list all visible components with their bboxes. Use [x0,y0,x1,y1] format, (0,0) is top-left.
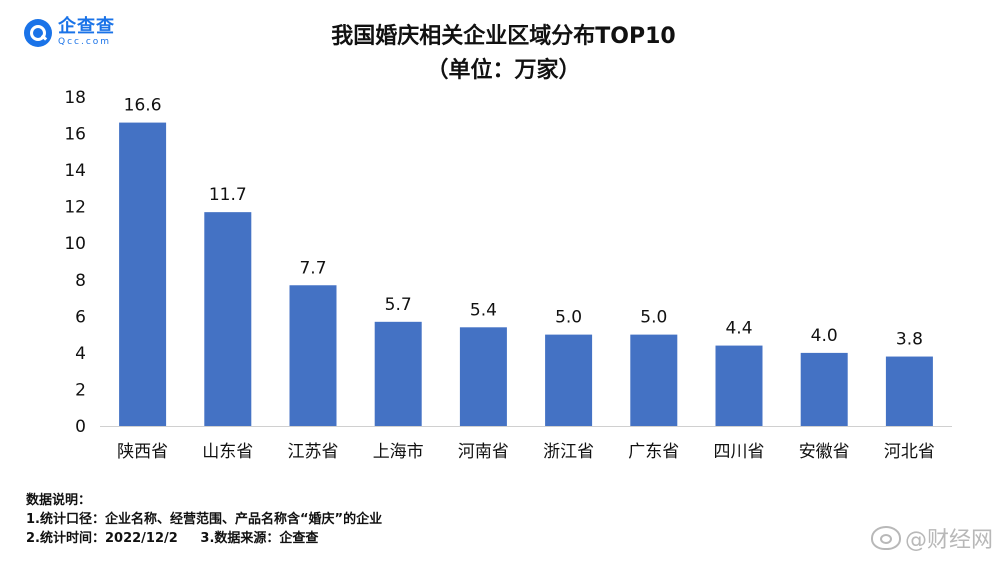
data-label: 5.0 [640,308,667,328]
bar [800,352,848,426]
bar [630,334,678,426]
chart-subtitle: （单位：万家） [426,58,581,83]
magnifier-logo-icon [24,18,52,47]
x-tick-label: 安徽省 [799,442,850,462]
bar [459,327,507,426]
weibo-icon [870,526,901,550]
y-tick-label: 8 [75,271,86,291]
bar [885,356,933,426]
bar [289,285,337,426]
bar [374,321,422,426]
watermark-text: @财经网 [904,528,993,553]
x-tick-label: 河北省 [884,442,935,462]
y-tick-label: 10 [64,234,86,254]
x-tick-label: 山东省 [202,442,253,462]
notes-line-2: 2.统计时间：2022/12/2 3.数据来源：企查查 [26,531,319,546]
y-tick-label: 18 [64,88,86,108]
logo-name: 企查查 [58,16,115,37]
watermark: @财经网 [870,522,993,554]
x-tick-label: 浙江省 [543,442,594,462]
bar [119,122,167,426]
x-tick-label: 上海市 [373,442,424,462]
x-tick-label: 四川省 [714,442,765,462]
data-label: 5.7 [385,295,412,315]
y-tick-label: 4 [75,344,86,364]
x-tick-label: 广东省 [628,442,679,462]
y-tick-label: 2 [75,380,86,400]
bar [715,345,763,426]
data-label: 5.4 [470,300,497,320]
data-label: 4.4 [725,319,752,339]
y-tick-label: 0 [75,417,86,437]
x-tick-label: 江苏省 [288,442,339,462]
data-label: 7.7 [299,258,326,278]
x-tick-label: 陕西省 [117,442,168,462]
bar [204,212,252,426]
x-tick-label: 河南省 [458,442,509,462]
data-label: 5.0 [555,308,582,328]
data-label: 16.6 [124,96,162,116]
data-label: 3.8 [896,330,923,350]
notes-line-1: 1.统计口径：企业名称、经营范围、产品名称含“婚庆”的企业 [26,512,383,527]
notes-heading: 数据说明： [26,493,92,508]
qichacha-logo: 企查查 Qcc.com [24,18,115,47]
data-label: 11.7 [209,185,247,205]
logo-subtext: Qcc.com [58,37,112,47]
y-tick-label: 16 [64,125,86,145]
chart-title: 我国婚庆相关企业区域分布TOP10 [331,24,676,49]
bar [545,334,593,426]
y-tick-label: 14 [64,161,86,181]
data-label: 4.0 [811,326,838,346]
bar-chart: 0 2 4 6 8 10 12 14 16 18 16.6 陕西省 11.7 山东省 7.7 江苏省 5.7 上海… [64,88,952,462]
data-notes: 数据说明： 1.统计口径：企业名称、经营范围、产品名称含“婚庆”的企业 2.统计… [26,491,382,548]
y-tick-label: 6 [75,307,86,327]
y-tick-label: 12 [64,198,86,218]
